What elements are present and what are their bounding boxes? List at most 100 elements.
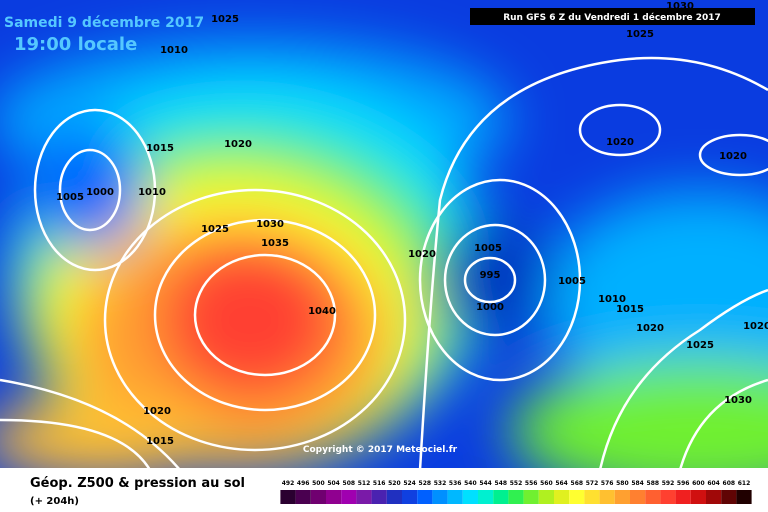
legend-label: 604	[707, 480, 720, 487]
legend-swatch	[569, 490, 585, 504]
legend-label: 596	[677, 480, 690, 487]
isobar-label: 1010	[138, 187, 166, 198]
isobar-label: 1020	[636, 323, 664, 334]
legend-swatch	[432, 490, 448, 504]
isobar-label: 1025	[201, 224, 229, 235]
legend-label: 528	[419, 480, 432, 487]
legend-swatch	[295, 490, 311, 504]
isobar-label: 1020	[143, 406, 171, 417]
legend-label: 588	[647, 480, 660, 487]
legend-label: 572	[586, 480, 599, 487]
legend-swatch	[417, 490, 433, 504]
legend-swatch	[675, 490, 691, 504]
legend-swatch	[554, 490, 570, 504]
isobar-label: 1010	[598, 294, 626, 305]
legend-swatch	[690, 490, 706, 504]
isobar-label: 1040	[308, 306, 336, 317]
date: Samedi 9 décembre 2017	[4, 15, 204, 31]
legend-label: 612	[738, 480, 751, 487]
isobar-label: 1005	[558, 276, 586, 287]
legend-label: 556	[525, 480, 538, 487]
legend-swatch	[630, 490, 646, 504]
legend-swatch	[493, 490, 509, 504]
legend-label: 576	[601, 480, 614, 487]
legend-swatch	[356, 490, 372, 504]
isobar-label: 1020	[743, 321, 768, 332]
footer-title: Géop. Z500 & pression au sol	[30, 476, 245, 491]
isobar-label: 1030	[256, 219, 284, 230]
copyright: Copyright © 2017 Meteociel.fr	[303, 445, 458, 455]
legend-label: 580	[616, 480, 629, 487]
legend-label: 532	[434, 480, 447, 487]
legend-swatch	[386, 490, 402, 504]
legend-swatch	[402, 490, 418, 504]
run-box	[470, 8, 755, 25]
isobar-label: 1000	[86, 187, 114, 198]
isobar-label: 1020	[408, 249, 436, 260]
legend-swatch	[462, 490, 478, 504]
run: Run GFS 6 Z du Vendredi 1 décembre 2017	[503, 12, 721, 23]
map-field	[0, 0, 768, 468]
isobar-label: 995	[480, 270, 501, 281]
isobar-label: 1005	[474, 243, 502, 254]
legend-label: 496	[297, 480, 310, 487]
legend-label: 600	[692, 480, 705, 487]
legend-label: 564	[555, 480, 568, 487]
isobars	[0, 56, 768, 468]
legend-label: 524	[403, 480, 416, 487]
isobar-label: 1020	[719, 151, 747, 162]
legend-swatch	[660, 490, 676, 504]
isobar-label: 1030	[666, 1, 694, 12]
legend-label: 592	[662, 480, 675, 487]
isobar-label: 1025	[686, 340, 714, 351]
legend-swatch	[326, 490, 342, 504]
isobar-label: 1025	[626, 29, 654, 40]
legend-swatch	[584, 490, 600, 504]
legend-label: 544	[479, 480, 492, 487]
isobar-label: 1020	[224, 139, 252, 150]
legend-swatch	[508, 490, 524, 504]
legend-swatch	[341, 490, 357, 504]
isobar-label: 1030	[724, 395, 752, 406]
time: 19:00 locale	[14, 34, 137, 55]
legend-label: 516	[373, 480, 386, 487]
isobar-label: 1025	[211, 14, 239, 25]
legend-label: 512	[358, 480, 371, 487]
legend-swatch	[280, 490, 296, 504]
isobar-label: 1020	[606, 137, 634, 148]
legend-swatch	[706, 490, 722, 504]
legend-label: 508	[343, 480, 356, 487]
legend-label: 536	[449, 480, 462, 487]
legend-label: 584	[631, 480, 644, 487]
legend-swatch	[736, 490, 752, 504]
legend-label: 504	[327, 480, 340, 487]
legend-label: 568	[571, 480, 584, 487]
legend-label: 500	[312, 480, 325, 487]
legend-label: 552	[510, 480, 523, 487]
isobar-label: 1010	[160, 45, 188, 56]
legend-label: 540	[464, 480, 477, 487]
legend-swatch	[447, 490, 463, 504]
legend-swatch	[523, 490, 539, 504]
isobar-label: 1015	[616, 304, 644, 315]
legend-swatch	[614, 490, 630, 504]
legend-label: 520	[388, 480, 401, 487]
legend-label: 492	[282, 480, 295, 487]
footer-lead: (+ 204h)	[30, 496, 79, 507]
legend-label: 548	[495, 480, 508, 487]
legend-swatch	[645, 490, 661, 504]
legend-swatch	[721, 490, 737, 504]
legend-swatch	[538, 490, 554, 504]
isobar-label: 1035	[261, 238, 289, 249]
isobar-label: 1005	[56, 192, 84, 203]
isobar-label: 1015	[146, 143, 174, 154]
legend-swatch	[310, 490, 326, 504]
legend-swatch	[478, 490, 494, 504]
isobar-label: 1015	[146, 436, 174, 447]
legend-label: 608	[723, 480, 736, 487]
legend-swatch	[371, 490, 387, 504]
isobar-label: 1000	[476, 302, 504, 313]
legend-label: 560	[540, 480, 553, 487]
legend-swatch	[599, 490, 615, 504]
